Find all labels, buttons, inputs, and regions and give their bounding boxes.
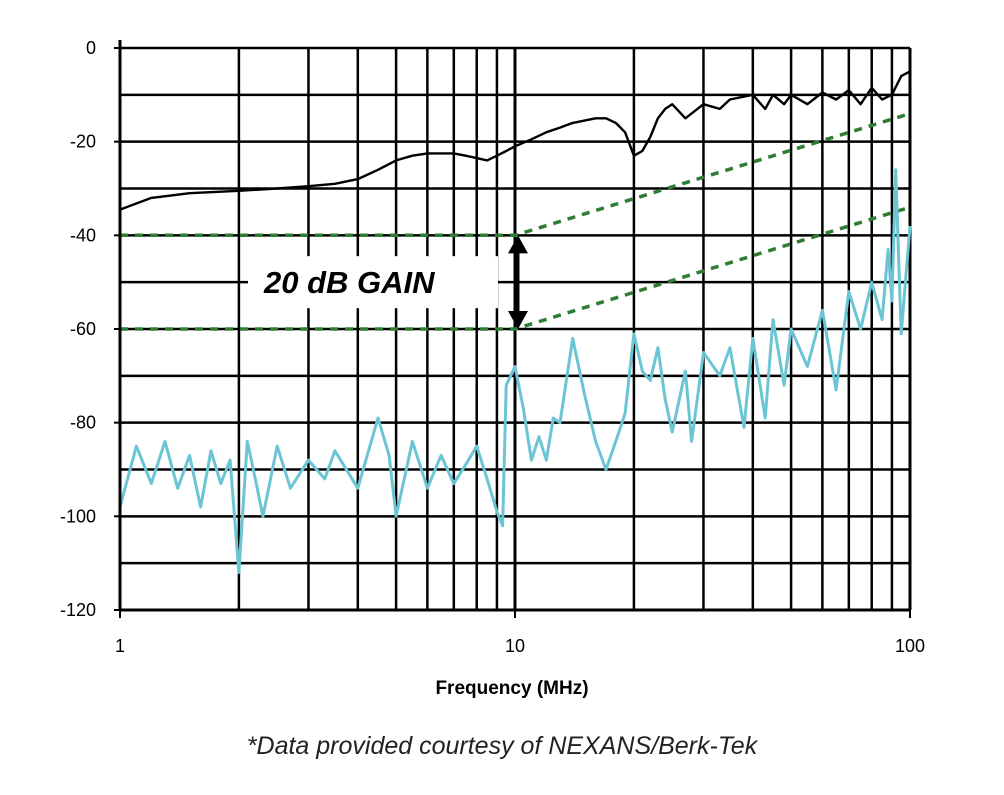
y-tick-label: -60 bbox=[70, 319, 96, 339]
series-layer bbox=[118, 70, 912, 574]
data-credit-caption: *Data provided courtesy of NEXANS/Berk-T… bbox=[246, 732, 758, 760]
y-tick-label: -100 bbox=[60, 506, 96, 526]
axis-layer: 0 -20 -40 -60 -80 -100 -120 1 10 100 bbox=[60, 38, 925, 656]
x-tick-label: 100 bbox=[895, 636, 925, 656]
limit-line-lower bbox=[120, 205, 911, 331]
gain-annotation-label: 20 dB GAIN bbox=[263, 265, 435, 300]
gain-label-box bbox=[248, 256, 498, 309]
x-tick-label: 1 bbox=[115, 636, 125, 656]
annotation-layer: 20 dB GAIN bbox=[248, 235, 528, 329]
gain-arrow-head-up bbox=[508, 235, 528, 254]
y-tick-label: -80 bbox=[70, 413, 96, 433]
x-tick-label: 10 bbox=[505, 636, 525, 656]
series-lower-line bbox=[118, 168, 912, 574]
chart: 20 dB GAIN 0 -20 -40 -60 -80 -100 -120 1 10 100 F… bbox=[60, 38, 925, 699]
x-axis-label: Frequency (MHz) bbox=[435, 678, 588, 699]
limit-line-upper bbox=[120, 111, 911, 238]
series-upper-line bbox=[119, 70, 911, 211]
y-tick-label: 0 bbox=[86, 38, 96, 58]
gain-arrow-head-down bbox=[508, 311, 528, 329]
y-tick-label: -20 bbox=[70, 132, 96, 152]
y-tick-label: -120 bbox=[60, 600, 96, 620]
y-tick-label: -40 bbox=[70, 225, 96, 245]
